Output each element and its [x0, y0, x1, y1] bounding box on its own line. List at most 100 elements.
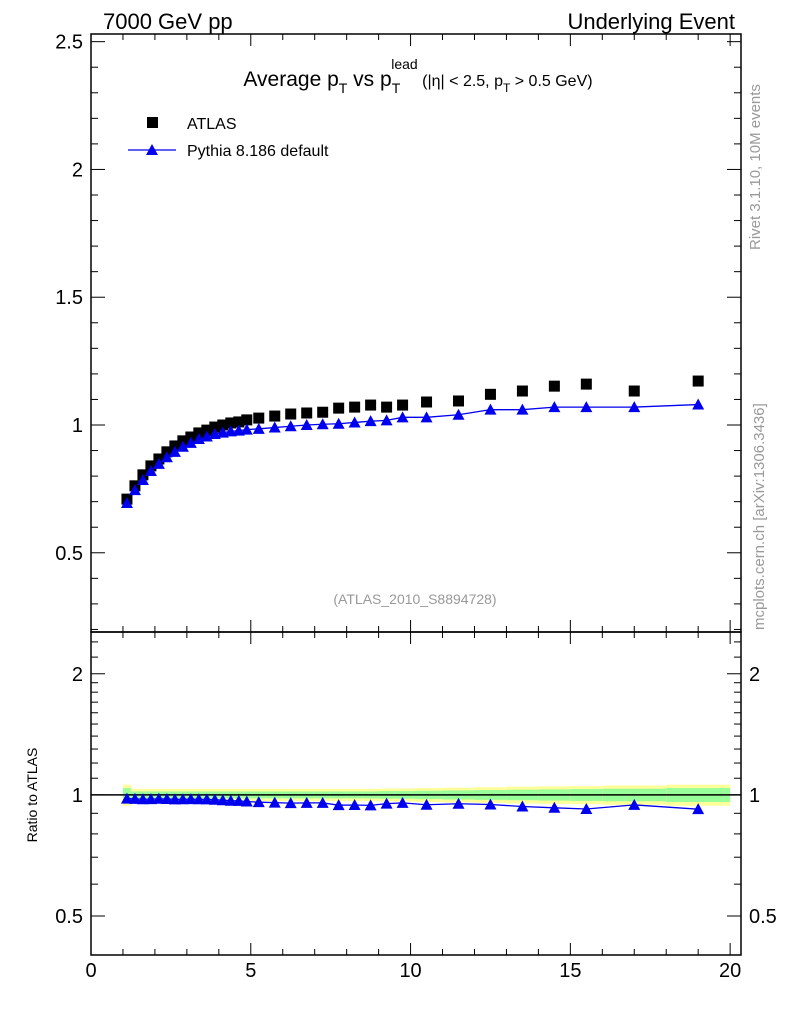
- pythia-ratio-point: [580, 802, 593, 814]
- axes: 0 5 10 15 20 0.5 1 1.5 2 2.5 0.5 0.5 1 1 2 2: [55, 32, 777, 982]
- y-tick-label: 1: [72, 415, 83, 437]
- pythia-point: [692, 398, 705, 410]
- atlas-point: [285, 408, 297, 420]
- pythia-ratio-point: [484, 798, 497, 810]
- x-tick-label: 5: [245, 960, 256, 982]
- pythia-point: [380, 414, 393, 426]
- pythia-ratio-point: [224, 794, 237, 806]
- x-tick-label: 20: [719, 960, 741, 982]
- pythia-point: [548, 401, 561, 413]
- pythia-point: [160, 451, 173, 463]
- pythia-point: [396, 411, 409, 423]
- pythia-ratio-point: [380, 797, 393, 809]
- header-right: Underlying Event: [567, 9, 735, 34]
- pythia-point: [252, 422, 265, 434]
- atlas-point: [217, 419, 229, 431]
- atlas-point: [365, 399, 377, 411]
- legend: ATLAS Pythia 8.186 default: [128, 116, 329, 160]
- pythia-ratio-point: [364, 799, 377, 811]
- atlas-point: [484, 388, 496, 400]
- atlas-point: [317, 406, 329, 418]
- pythia-point: [316, 418, 329, 430]
- pythia-ratio-point: [160, 793, 173, 805]
- atlas-point: [209, 421, 221, 433]
- ratio-y-tick-label-right: 1: [749, 785, 760, 807]
- pythia-ratio-point: [548, 801, 561, 813]
- atlas-point: [201, 424, 213, 436]
- pythia-point: [284, 420, 297, 432]
- pythia-point: [176, 440, 189, 452]
- atlas-point: [233, 416, 245, 428]
- ratio-y-tick-label-right: 0.5: [749, 906, 777, 928]
- pythia-point: [184, 436, 197, 448]
- legend-pythia-label: Pythia 8.186 default: [187, 143, 329, 160]
- data-marks: [120, 375, 705, 815]
- atlas-point: [580, 378, 592, 390]
- pythia-ratio-point: [516, 800, 529, 812]
- pythia-point: [484, 403, 497, 415]
- pythia-point: [348, 416, 361, 428]
- atlas-point: [548, 380, 560, 392]
- analysis-id: (ATLAS_2010_S8894728): [333, 591, 496, 607]
- pythia-point: [300, 419, 313, 430]
- pythia-point: [452, 408, 465, 420]
- x-tick-label: 15: [559, 960, 581, 982]
- pythia-ratio-point: [284, 797, 297, 809]
- pythia-point: [516, 403, 529, 415]
- pythia-point: [224, 425, 237, 437]
- pythia-line: [126, 403, 699, 504]
- pythia-ratio-point: [268, 796, 281, 808]
- atlas-point: [301, 407, 313, 419]
- pythia-ratio-point: [396, 796, 409, 808]
- pythia-ratio-point: [176, 793, 189, 805]
- pythia-ratio-point: [300, 796, 313, 808]
- x-tick-label: 0: [85, 960, 96, 982]
- pythia-ratio-point: [252, 796, 265, 808]
- pythia-ratio-point: [200, 793, 213, 805]
- pythia-ratio-point: [144, 793, 157, 805]
- atlas-point: [421, 396, 433, 408]
- atlas-point: [193, 427, 205, 439]
- pythia-ratio-point: [332, 799, 345, 811]
- pythia-point: [332, 417, 345, 429]
- pythia-ratio-point: [348, 798, 361, 810]
- atlas-point: [381, 401, 393, 413]
- x-tick-label: 10: [399, 960, 421, 982]
- ratio-frame: [90, 631, 742, 956]
- pythia-ratio-point: [232, 794, 245, 806]
- pythia-ratio-point: [628, 798, 641, 810]
- atlas-point: [516, 385, 528, 397]
- pythia-ratio-point: [184, 793, 197, 805]
- y-tick-label: 2.5: [55, 32, 83, 54]
- pythia-point: [268, 421, 281, 433]
- atlas-point: [397, 399, 409, 411]
- atlas-point: [241, 414, 253, 426]
- pythia-ratio-point: [692, 803, 705, 815]
- ratio-y-tick-label-right: 2: [749, 664, 760, 686]
- pythia-point: [144, 465, 157, 476]
- pythia-ratio-point: [168, 793, 181, 805]
- pythia-ratio-point: [316, 796, 329, 808]
- pythia-ratio-point: [208, 793, 221, 805]
- atlas-point: [225, 417, 237, 429]
- legend-atlas-label: ATLAS: [187, 116, 237, 133]
- pythia-ratio-point: [152, 792, 165, 804]
- y-tick-label: 1.5: [55, 287, 83, 309]
- mcplots-text: mcplots.cern.ch [arXiv:1306.3436]: [751, 403, 768, 630]
- pythia-ratio-point: [240, 795, 253, 807]
- pythia-point: [364, 415, 377, 427]
- ratio-y-tick-label: 0.5: [55, 906, 83, 928]
- atlas-point: [333, 402, 345, 414]
- y-tick-label: 2: [72, 159, 83, 181]
- pythia-ratio-point: [120, 792, 133, 804]
- pythia-point: [128, 484, 141, 496]
- y-tick-label: 0.5: [55, 543, 83, 565]
- pythia-point: [120, 496, 133, 508]
- pythia-point: [420, 411, 433, 423]
- atlas-point: [453, 395, 465, 407]
- atlas-point: [349, 401, 361, 413]
- ratio-ylabel: Ratio to ATLAS: [24, 748, 40, 843]
- legend-pythia-marker: [146, 144, 158, 155]
- pythia-point: [628, 401, 641, 413]
